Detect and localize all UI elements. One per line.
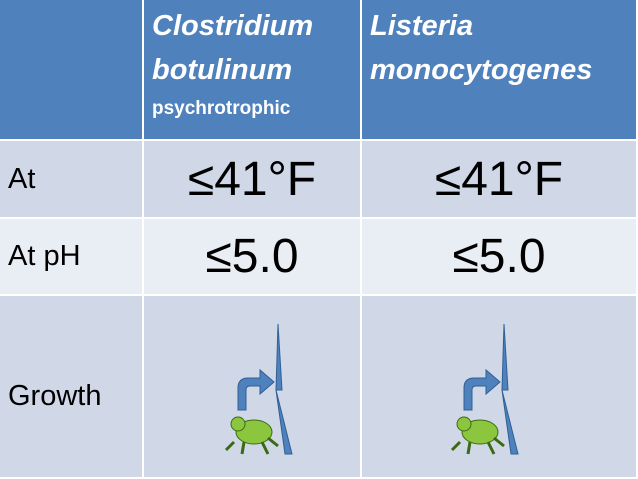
cell-value: ≤41°F: [362, 141, 638, 219]
cell-value: ≤5.0: [362, 219, 638, 296]
header-corner: [0, 0, 144, 141]
row-label: At: [0, 141, 144, 219]
growth-icon: [450, 323, 519, 455]
header-cell: Clostridium botulinum psychrotrophic: [144, 0, 362, 141]
cell-value: ≤41°F: [144, 141, 362, 219]
column-note: psychrotrophic: [152, 98, 291, 119]
icon-cell: [362, 296, 638, 479]
icon-cell: [144, 296, 362, 479]
header-cell: Listeria monocytogenes: [362, 0, 638, 141]
row-label: At pH: [0, 219, 144, 296]
growth-icon: [224, 323, 293, 455]
column-name: Clostridium: [152, 10, 314, 42]
row-label: Growth: [0, 296, 144, 479]
column-name: monocytogenes: [370, 54, 593, 86]
cell-value: ≤5.0: [144, 219, 362, 296]
column-name: Listeria: [370, 10, 474, 42]
column-name: botulinum: [152, 54, 293, 86]
